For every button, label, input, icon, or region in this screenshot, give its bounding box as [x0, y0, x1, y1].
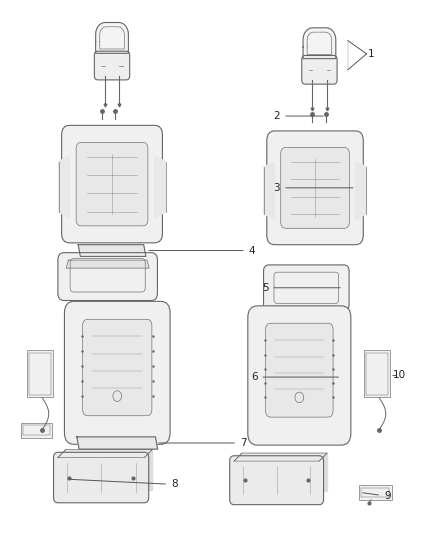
Polygon shape — [58, 450, 152, 458]
Bar — [366, 353, 388, 394]
FancyBboxPatch shape — [281, 148, 350, 228]
FancyBboxPatch shape — [53, 453, 149, 503]
Polygon shape — [242, 453, 327, 491]
Text: 10: 10 — [393, 370, 406, 381]
Polygon shape — [77, 437, 158, 449]
Bar — [21, 423, 52, 438]
Bar — [364, 351, 390, 397]
Bar — [361, 488, 389, 497]
FancyBboxPatch shape — [302, 55, 337, 84]
Text: 6: 6 — [251, 372, 339, 382]
Text: 1: 1 — [367, 49, 374, 59]
FancyBboxPatch shape — [248, 306, 351, 445]
FancyBboxPatch shape — [62, 125, 162, 243]
Text: 5: 5 — [262, 283, 340, 293]
FancyBboxPatch shape — [58, 253, 157, 301]
Text: 7: 7 — [159, 438, 247, 448]
Bar — [23, 425, 50, 435]
Text: 4: 4 — [149, 246, 255, 255]
Text: 3: 3 — [274, 183, 353, 193]
Polygon shape — [234, 453, 327, 461]
Polygon shape — [356, 162, 366, 219]
FancyBboxPatch shape — [76, 142, 148, 226]
Text: 8: 8 — [69, 479, 177, 489]
FancyBboxPatch shape — [64, 301, 170, 445]
FancyBboxPatch shape — [264, 265, 349, 311]
FancyBboxPatch shape — [230, 456, 324, 505]
FancyBboxPatch shape — [83, 319, 152, 416]
FancyBboxPatch shape — [265, 323, 333, 417]
Text: 9: 9 — [363, 491, 391, 501]
Bar — [359, 485, 392, 500]
Polygon shape — [95, 22, 128, 53]
Text: 2: 2 — [274, 111, 323, 121]
FancyBboxPatch shape — [94, 51, 130, 80]
Bar — [27, 351, 53, 397]
Polygon shape — [78, 245, 146, 256]
Polygon shape — [66, 260, 149, 268]
Polygon shape — [155, 156, 166, 217]
FancyBboxPatch shape — [267, 131, 363, 245]
Polygon shape — [59, 156, 70, 217]
Polygon shape — [264, 162, 275, 219]
Polygon shape — [303, 28, 336, 59]
Polygon shape — [66, 450, 152, 489]
Bar — [29, 353, 51, 394]
